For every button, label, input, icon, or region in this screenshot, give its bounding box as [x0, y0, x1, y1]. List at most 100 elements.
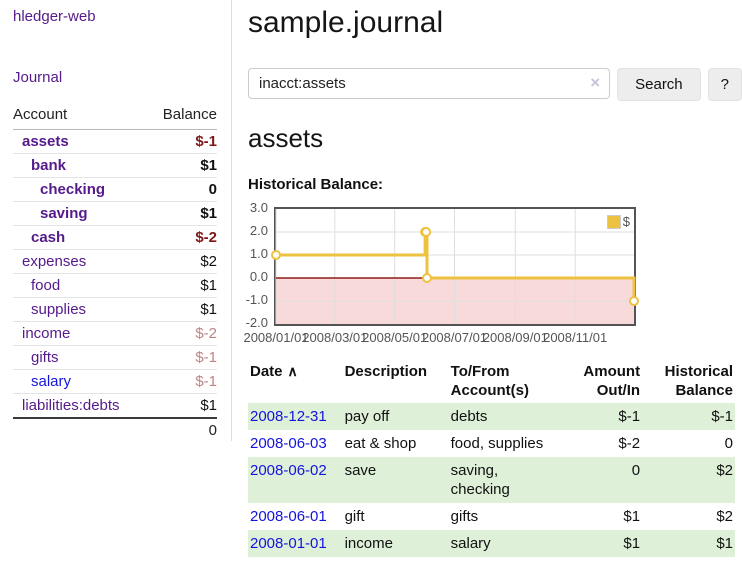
- y-axis-tick-label: -1.0: [245, 292, 268, 307]
- account-balance: $-1: [148, 369, 217, 394]
- accounts-table: Account Balance assets $-1 bank $1 checking 0…: [13, 104, 217, 442]
- account-link-gifts[interactable]: gifts: [31, 349, 59, 366]
- transaction-date-link[interactable]: 2008-06-03: [250, 435, 327, 452]
- accounts-header-balance: Balance: [148, 104, 217, 130]
- account-balance: $2: [148, 249, 217, 274]
- transaction-balance: $2: [716, 508, 733, 525]
- account-row: checking 0: [13, 177, 217, 202]
- account-link-checking[interactable]: checking: [40, 181, 106, 198]
- y-axis-tick-label: 1.0: [249, 246, 268, 261]
- transaction-accounts: food, supplies: [450, 435, 544, 452]
- chart-legend: $: [606, 214, 630, 229]
- search-form: × Search ?: [248, 68, 742, 101]
- accounts-total-row: 0: [13, 417, 217, 442]
- transaction-description: save: [344, 462, 377, 479]
- historical-balance-chart: $ 3.0 2.0 1.0 0.0 -1.0 -2.0 2008/01/01 2008/03/…: [240, 200, 742, 351]
- transaction-amount: $1: [623, 535, 641, 552]
- account-balance: $1: [148, 393, 217, 418]
- account-row: saving $1: [13, 201, 217, 226]
- transaction-accounts: salary: [450, 535, 491, 552]
- register-column-header[interactable]: Date ∧: [250, 363, 298, 380]
- transaction-date-link[interactable]: 2008-06-01: [250, 508, 327, 525]
- y-axis-tick-label: 3.0: [249, 200, 268, 215]
- x-axis-tick-label: 2008/11/01: [543, 330, 608, 345]
- accounts-total-value: 0: [148, 417, 217, 442]
- transaction-description: gift: [344, 508, 365, 525]
- legend-series-swatch: [606, 214, 621, 229]
- account-link-saving[interactable]: saving: [40, 205, 88, 222]
- transaction-date-link[interactable]: 2008-12-31: [250, 408, 327, 425]
- account-row: assets $-1: [13, 130, 217, 154]
- account-link-cash[interactable]: cash: [31, 229, 66, 246]
- help-button[interactable]: ?: [707, 68, 742, 101]
- account-row: food $1: [13, 273, 217, 298]
- account-balance: $1: [148, 297, 217, 322]
- account-link-supplies[interactable]: supplies: [31, 301, 87, 318]
- x-axis-tick-label: 2008/03/01: [302, 330, 368, 345]
- clear-search-icon[interactable]: ×: [590, 73, 601, 92]
- account-link-income[interactable]: income: [22, 325, 71, 342]
- chart-plot-svg: [271, 209, 639, 324]
- account-balance: $1: [148, 201, 217, 226]
- register-table: Date ∧ Description To/From Account(s) Amount O…: [248, 359, 735, 557]
- accounts-header-account: Account: [13, 104, 149, 130]
- transaction-accounts: saving, checking: [450, 462, 510, 498]
- transaction-balance: $2: [716, 462, 733, 479]
- account-link-expenses[interactable]: expenses: [22, 253, 87, 270]
- account-row: cash $-2: [13, 225, 217, 250]
- account-link-bank[interactable]: bank: [31, 157, 67, 174]
- transaction-row: 2008-06-01 gift gifts $1 $2: [248, 503, 735, 530]
- y-axis-tick-label: -2.0: [245, 315, 268, 330]
- register-column-header: To/From Account(s): [450, 363, 529, 399]
- chart-title: Historical Balance:: [248, 176, 384, 193]
- transaction-amount: 0: [631, 462, 641, 479]
- y-axis-tick-label: 2.0: [249, 223, 268, 238]
- register-table-header: Date ∧ Description To/From Account(s) Amount O…: [248, 359, 735, 403]
- x-axis-tick-label: 2008/05/01: [362, 330, 428, 345]
- account-row: expenses $2: [13, 249, 217, 274]
- transaction-description: pay off: [344, 408, 390, 425]
- account-row: gifts $-1: [13, 345, 217, 370]
- transaction-date-link[interactable]: 2008-06-02: [250, 462, 327, 479]
- account-row: supplies $1: [13, 297, 217, 322]
- account-row: income $-2: [13, 321, 217, 346]
- account-link-assets[interactable]: assets: [22, 133, 69, 150]
- search-box: ×: [248, 68, 611, 99]
- transaction-description: eat & shop: [344, 435, 417, 452]
- account-heading: assets: [248, 123, 324, 153]
- account-balance: $1: [148, 153, 217, 178]
- transaction-date-link[interactable]: 2008-01-01: [250, 535, 327, 552]
- account-row: liabilities:debts $1: [13, 393, 217, 418]
- transaction-balance: 0: [724, 435, 733, 452]
- transaction-balance: $1: [716, 535, 733, 552]
- transaction-amount: $1: [623, 508, 641, 525]
- y-axis-tick-label: 0.0: [249, 269, 268, 284]
- x-axis-tick-label: 2008/01/01: [243, 330, 309, 345]
- account-row: salary $-1: [13, 369, 217, 394]
- chart-plot-area: $: [271, 207, 639, 326]
- transaction-amount: $-1: [618, 408, 641, 425]
- transaction-description: income: [344, 535, 393, 552]
- transaction-accounts: debts: [450, 408, 488, 425]
- brand-link[interactable]: hledger-web: [13, 8, 96, 25]
- transaction-balance: $-1: [711, 408, 733, 425]
- accounts-header-row: Account Balance: [13, 104, 217, 130]
- account-balance: $-2: [148, 321, 217, 346]
- search-input[interactable]: [248, 68, 611, 99]
- search-button[interactable]: Search: [617, 68, 701, 101]
- account-balance: 0: [148, 177, 217, 202]
- register-column-header: Historical Balance: [664, 363, 733, 399]
- transaction-row: 2008-06-03 eat & shop food, supplies $-2 0: [248, 430, 735, 457]
- main-content: sample.journal × Search ? assets Histori…: [240, 0, 742, 557]
- sidebar: hledger-web Journal Account Balance asse…: [0, 0, 232, 442]
- sidebar-item-journal[interactable]: Journal: [13, 69, 63, 86]
- accounts-table-body: assets $-1 bank $1 checking 0 saving $1 cash $-2 e…: [13, 130, 217, 418]
- transaction-row: 2008-01-01 income salary $1 $1: [248, 530, 735, 557]
- sort-ascending-icon: ∧: [287, 363, 298, 379]
- legend-series-label: $: [622, 214, 630, 229]
- account-link-salary[interactable]: salary: [31, 373, 72, 390]
- account-balance: $-1: [148, 345, 217, 370]
- register-table-body: 2008-12-31 pay off debts $-1 $-1 2008-06-03 ea…: [248, 403, 735, 557]
- account-link-liabilities-debts[interactable]: liabilities:debts: [22, 397, 120, 414]
- account-link-food[interactable]: food: [31, 277, 61, 294]
